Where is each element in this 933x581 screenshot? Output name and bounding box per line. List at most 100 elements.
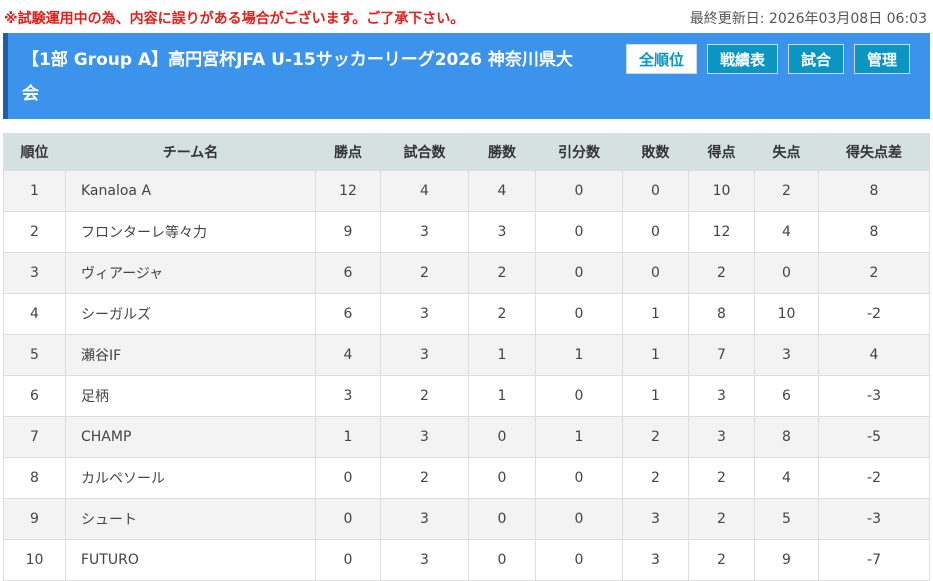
table-row: 5 瀬谷IF 4 3 1 1 1 7 3 4	[3, 334, 930, 376]
table-cell: 4	[818, 334, 930, 376]
table-cell: 2	[688, 498, 755, 540]
table-cell: 4	[468, 170, 536, 212]
table-cell: 0	[622, 211, 689, 253]
table-cell: 10	[754, 293, 819, 335]
table-row: 9 シュート 0 3 0 0 3 2 5 -3	[3, 498, 930, 540]
table-cell: 7	[688, 334, 755, 376]
table-cell: 5	[754, 498, 819, 540]
team-name: シュート	[65, 498, 316, 540]
page-title: 【1部 Group A】高円宮杯JFA U-15サッカーリーグ2026 神奈川県…	[22, 50, 573, 104]
table-cell: 2	[688, 252, 755, 294]
table-cell: 0	[315, 539, 381, 581]
table-cell: 0	[622, 170, 689, 212]
column-header: 引分数	[535, 133, 623, 171]
table-cell: 3	[380, 539, 469, 581]
nav-buttons: 全順位 戦績表 試合 管理	[625, 44, 910, 74]
table-cell: 8	[818, 170, 930, 212]
admin-button[interactable]: 管理	[853, 44, 910, 74]
table-cell: -3	[818, 498, 930, 540]
table-cell: 4	[3, 293, 66, 335]
table-cell: 2	[754, 170, 819, 212]
table-cell: -5	[818, 416, 930, 458]
table-cell: 8	[818, 211, 930, 253]
table-cell: 9	[3, 498, 66, 540]
table-cell: 0	[315, 457, 381, 499]
table-cell: 4	[380, 170, 469, 212]
standings-table: 順位 チーム名 勝点 試合数 勝数 引分数 敗数 得点 失点 得失点差 1 Kanaloa A 12 4…	[3, 133, 930, 581]
all-standings-button[interactable]: 全順位	[625, 44, 697, 74]
table-cell: 0	[315, 498, 381, 540]
table-cell: 0	[754, 252, 819, 294]
table-cell: 1	[535, 334, 623, 376]
table-cell: 10	[688, 170, 755, 212]
table-header-row: 順位 チーム名 勝点 試合数 勝数 引分数 敗数 得点 失点 得失点差	[3, 133, 930, 171]
table-cell: 0	[535, 498, 623, 540]
table-cell: 3	[688, 375, 755, 417]
table-cell: 2	[622, 416, 689, 458]
table-cell: -2	[818, 293, 930, 335]
matches-button[interactable]: 試合	[787, 44, 844, 74]
table-cell: 2	[380, 457, 469, 499]
team-name: 足柄	[65, 375, 316, 417]
table-cell: 8	[688, 293, 755, 335]
table-cell: 3	[622, 539, 689, 581]
table-cell: 1	[468, 334, 536, 376]
table-cell: 0	[535, 539, 623, 581]
page-header: 【1部 Group A】高円宮杯JFA U-15サッカーリーグ2026 神奈川県…	[3, 33, 930, 119]
table-cell: 0	[622, 252, 689, 294]
table-cell: 10	[3, 539, 66, 581]
table-cell: 2	[688, 539, 755, 581]
column-header: 勝点	[315, 133, 381, 171]
table-cell: 0	[535, 375, 623, 417]
table-cell: 6	[3, 375, 66, 417]
table-cell: 3	[622, 498, 689, 540]
table-cell: 0	[535, 293, 623, 335]
table-cell: 0	[468, 416, 536, 458]
table-cell: 1	[622, 334, 689, 376]
table-cell: 2	[818, 252, 930, 294]
table-cell: 7	[3, 416, 66, 458]
table-cell: 0	[468, 539, 536, 581]
table-cell: 2	[380, 252, 469, 294]
table-cell: 5	[3, 334, 66, 376]
table-cell: 8	[3, 457, 66, 499]
table-cell: 6	[754, 375, 819, 417]
table-cell: 3	[688, 416, 755, 458]
table-cell: 3	[3, 252, 66, 294]
table-cell: 0	[468, 457, 536, 499]
table-cell: 4	[315, 334, 381, 376]
table-cell: 2	[468, 252, 536, 294]
team-name: ヴィアージャ	[65, 252, 316, 294]
table-cell: 2	[622, 457, 689, 499]
table-row: 2 フロンターレ等々力 9 3 3 0 0 12 4 8	[3, 211, 930, 253]
table-cell: 0	[535, 252, 623, 294]
table-row: 6 足柄 3 2 1 0 1 3 6 -3	[3, 375, 930, 417]
table-cell: 2	[380, 375, 469, 417]
column-header: 失点	[754, 133, 819, 171]
results-table-button[interactable]: 戦績表	[706, 44, 778, 74]
team-name: CHAMP	[65, 416, 316, 458]
table-cell: 12	[315, 170, 381, 212]
column-header: 敗数	[622, 133, 689, 171]
disclaimer-notice: ※試験運用中の為、内容に誤りがある場合がございます。ご了承下さい。	[4, 11, 465, 27]
table-cell: 2	[3, 211, 66, 253]
table-row: 8 カルペソール 0 2 0 0 2 2 4 -2	[3, 457, 930, 499]
team-name: シーガルズ	[65, 293, 316, 335]
table-cell: 8	[754, 416, 819, 458]
table-row: 3 ヴィアージャ 6 2 2 0 0 2 0 2	[3, 252, 930, 294]
table-cell: 3	[754, 334, 819, 376]
table-cell: 3	[380, 416, 469, 458]
table-row: 4 シーガルズ 6 3 2 0 1 8 10 -2	[3, 293, 930, 335]
table-cell: 3	[380, 211, 469, 253]
team-name: Kanaloa A	[65, 170, 316, 212]
table-cell: 3	[380, 334, 469, 376]
table-cell: 1	[622, 293, 689, 335]
column-header: 勝数	[468, 133, 536, 171]
table-cell: 3	[468, 211, 536, 253]
table-cell: 9	[315, 211, 381, 253]
last-updated: 最終更新日: 2026年03月08日 06:03	[689, 11, 927, 27]
column-header: チーム名	[65, 133, 316, 171]
table-cell: 1	[535, 416, 623, 458]
table-cell: 3	[380, 498, 469, 540]
table-row: 7 CHAMP 1 3 0 1 2 3 8 -5	[3, 416, 930, 458]
